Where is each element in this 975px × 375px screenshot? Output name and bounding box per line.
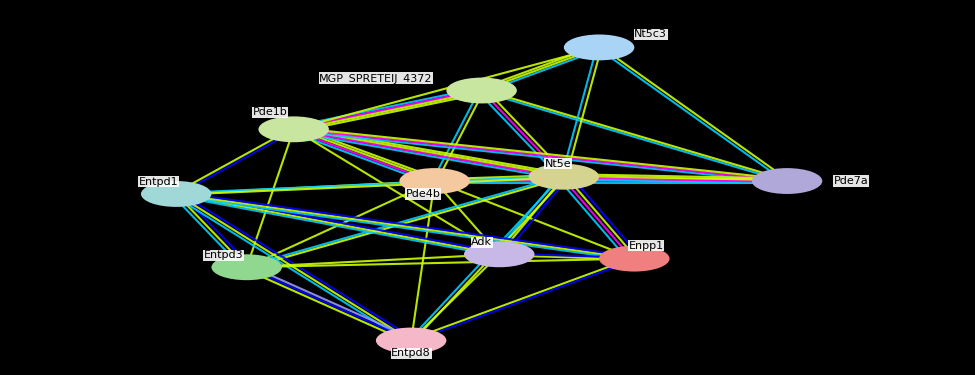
Circle shape (385, 331, 438, 350)
Circle shape (267, 120, 320, 139)
Text: Entpd1: Entpd1 (138, 177, 178, 187)
Circle shape (258, 116, 329, 142)
Circle shape (447, 78, 517, 104)
Circle shape (752, 168, 822, 194)
Circle shape (141, 181, 212, 207)
Circle shape (528, 164, 599, 190)
Circle shape (150, 184, 203, 204)
Circle shape (400, 168, 470, 194)
Text: Pde1b: Pde1b (253, 107, 288, 117)
Text: Enpp1: Enpp1 (629, 241, 664, 251)
Circle shape (607, 249, 661, 268)
Text: MGP_SPRETEIJ_4372: MGP_SPRETEIJ_4372 (319, 73, 433, 84)
Circle shape (220, 258, 273, 277)
Text: Entpd8: Entpd8 (391, 348, 431, 358)
Circle shape (564, 34, 635, 60)
Text: Nt5e: Nt5e (545, 159, 571, 169)
Circle shape (537, 167, 590, 186)
Circle shape (760, 171, 813, 191)
Circle shape (455, 81, 508, 100)
Circle shape (572, 38, 626, 57)
Text: Adk: Adk (471, 237, 492, 247)
Text: Nt5c3: Nt5c3 (635, 30, 667, 39)
Circle shape (212, 254, 282, 280)
Text: Entpd3: Entpd3 (204, 250, 243, 260)
Circle shape (409, 171, 461, 191)
Circle shape (464, 242, 534, 267)
Circle shape (473, 244, 526, 264)
Text: Pde4b: Pde4b (406, 189, 441, 199)
Text: Pde7a: Pde7a (834, 176, 869, 186)
Circle shape (376, 328, 447, 354)
Circle shape (599, 246, 670, 272)
